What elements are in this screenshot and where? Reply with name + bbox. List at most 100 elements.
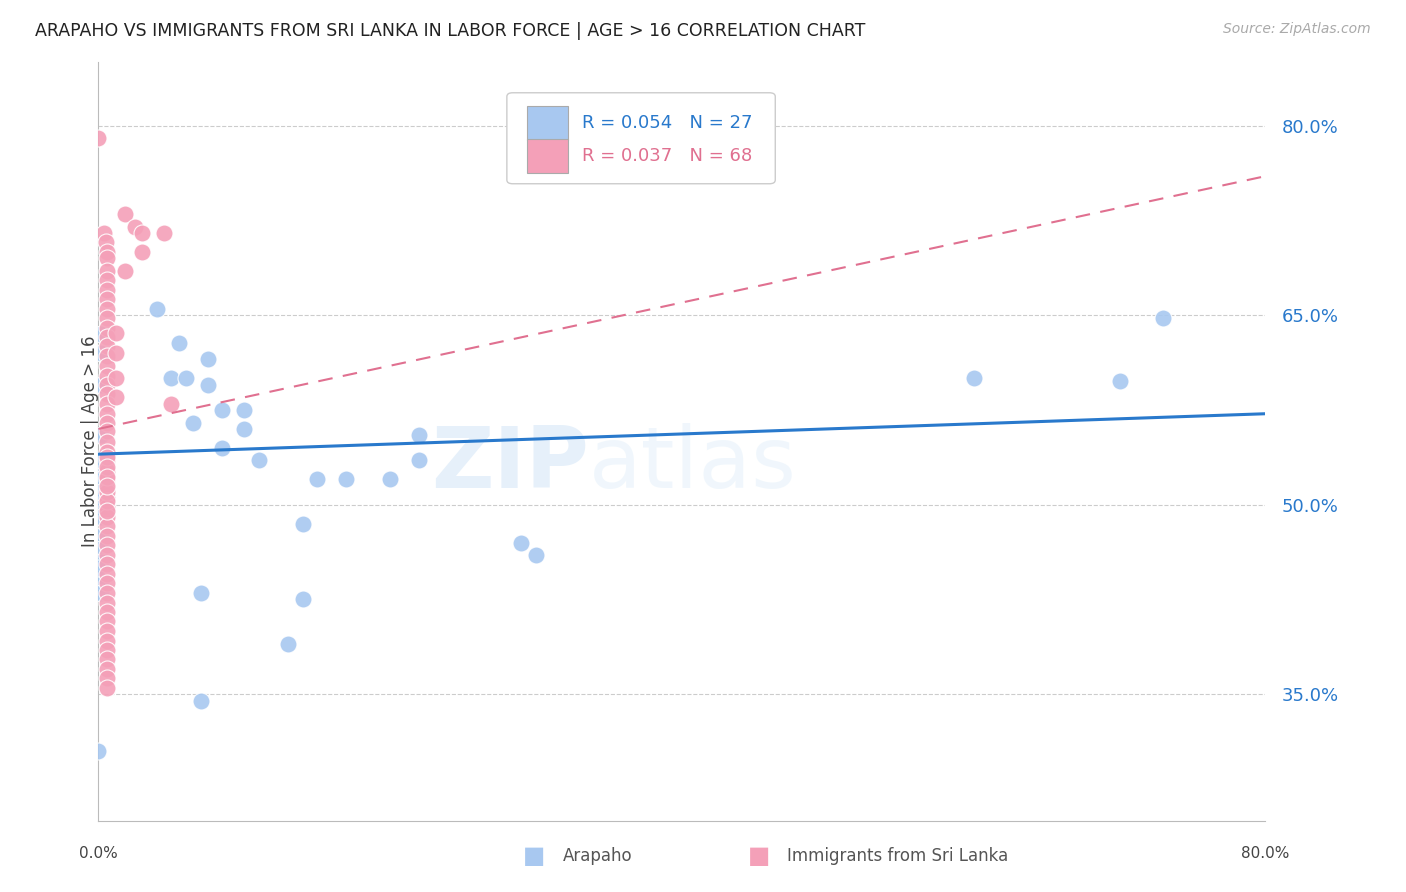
Point xyxy=(146,301,169,316)
Point xyxy=(96,500,118,515)
Point xyxy=(96,529,118,543)
Point xyxy=(96,586,118,600)
Point xyxy=(153,226,176,240)
Point xyxy=(96,504,118,518)
Point xyxy=(96,519,118,533)
Point xyxy=(90,466,112,480)
Point xyxy=(96,596,118,610)
Point xyxy=(96,464,118,478)
Point xyxy=(167,336,190,351)
Point xyxy=(131,226,153,240)
Point xyxy=(96,662,118,676)
Point xyxy=(124,219,146,234)
Point xyxy=(90,485,112,500)
Text: Immigrants from Sri Lanka: Immigrants from Sri Lanka xyxy=(787,847,1008,865)
Point xyxy=(408,453,430,467)
Point xyxy=(90,473,112,487)
Point xyxy=(96,434,118,449)
Point xyxy=(962,371,984,385)
Point xyxy=(87,131,110,145)
Point xyxy=(233,422,256,436)
Point xyxy=(90,428,112,442)
Point xyxy=(96,349,118,363)
Point xyxy=(96,538,118,552)
Point xyxy=(277,637,299,651)
Point xyxy=(96,453,118,467)
Text: R = 0.054   N = 27: R = 0.054 N = 27 xyxy=(582,114,752,132)
Point xyxy=(510,535,533,549)
Point xyxy=(96,273,118,287)
Point xyxy=(96,320,118,334)
Point xyxy=(96,450,118,464)
Point xyxy=(291,516,314,531)
Text: atlas: atlas xyxy=(589,423,797,506)
Point xyxy=(114,207,136,221)
Point xyxy=(96,425,118,439)
Point xyxy=(114,264,136,278)
Point xyxy=(96,494,118,508)
Point xyxy=(96,567,118,582)
Point xyxy=(211,403,233,417)
Point xyxy=(408,428,430,442)
Point xyxy=(90,586,112,600)
Point xyxy=(247,453,270,467)
Point xyxy=(307,473,329,487)
Bar xyxy=(527,106,568,140)
Point xyxy=(90,574,112,588)
Point xyxy=(211,441,233,455)
Y-axis label: In Labor Force | Age > 16: In Labor Force | Age > 16 xyxy=(82,335,98,548)
Point xyxy=(96,557,118,571)
Text: ZIP: ZIP xyxy=(430,423,589,506)
Text: ARAPAHO VS IMMIGRANTS FROM SRI LANKA IN LABOR FORCE | AGE > 16 CORRELATION CHART: ARAPAHO VS IMMIGRANTS FROM SRI LANKA IN … xyxy=(35,22,866,40)
Point xyxy=(160,371,183,385)
Point xyxy=(524,548,547,563)
Point xyxy=(96,252,118,266)
Point xyxy=(96,479,118,493)
Bar xyxy=(527,138,568,173)
Point xyxy=(104,371,127,385)
Point xyxy=(90,327,112,342)
Point xyxy=(96,416,118,430)
Point xyxy=(90,377,112,392)
Point xyxy=(96,459,118,474)
Point xyxy=(90,555,112,569)
Point xyxy=(380,473,402,487)
Point xyxy=(96,652,118,666)
Point xyxy=(96,368,118,383)
Point xyxy=(96,386,118,401)
Point xyxy=(96,244,118,259)
Point xyxy=(96,359,118,373)
Point xyxy=(90,453,112,467)
Point xyxy=(174,371,197,385)
Point xyxy=(90,529,112,543)
Point xyxy=(96,548,118,563)
Point xyxy=(181,416,204,430)
Point xyxy=(87,561,110,575)
Point xyxy=(96,264,118,278)
Text: Source: ZipAtlas.com: Source: ZipAtlas.com xyxy=(1223,22,1371,37)
Point xyxy=(94,235,117,249)
Point xyxy=(96,614,118,628)
Point xyxy=(96,643,118,657)
Point xyxy=(90,510,112,524)
Text: ■: ■ xyxy=(748,845,770,868)
Point xyxy=(96,444,118,458)
Point xyxy=(131,244,153,259)
Point xyxy=(96,310,118,325)
Text: 80.0%: 80.0% xyxy=(1241,846,1289,861)
Point xyxy=(90,487,112,501)
Point xyxy=(87,744,110,758)
Point xyxy=(96,301,118,316)
Point xyxy=(104,326,127,340)
Point xyxy=(96,470,118,484)
Point xyxy=(190,693,212,707)
Point xyxy=(104,390,127,404)
Point xyxy=(335,473,357,487)
Point xyxy=(90,541,112,556)
Point xyxy=(190,586,212,600)
Point xyxy=(96,283,118,297)
Point xyxy=(96,473,118,487)
Text: ■: ■ xyxy=(523,845,546,868)
Point xyxy=(96,510,118,524)
Point xyxy=(96,671,118,685)
